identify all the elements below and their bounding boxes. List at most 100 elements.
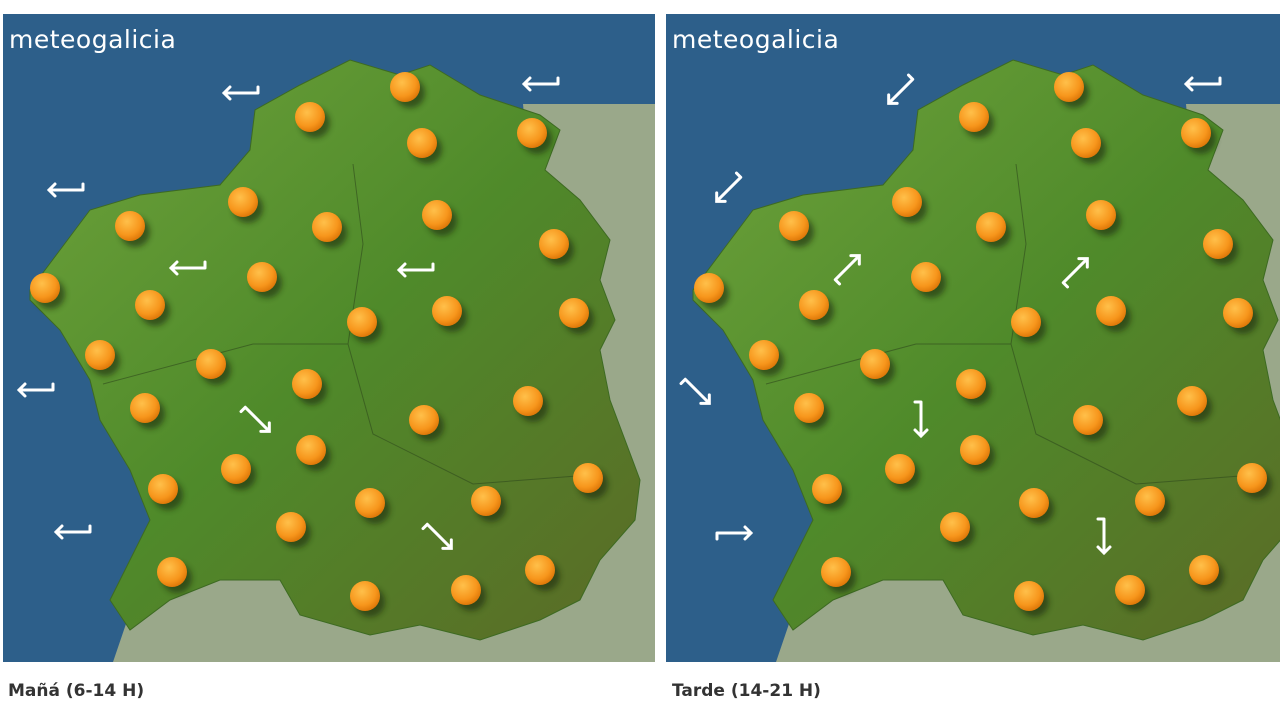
- wind-arrow-shape: [715, 525, 754, 541]
- sun-icon: [221, 454, 251, 484]
- sun-icon: [976, 212, 1006, 242]
- sun-icon: [148, 474, 178, 504]
- sun-icon: [956, 369, 986, 399]
- sun-icon: [539, 229, 569, 259]
- sun-icon: [30, 273, 60, 303]
- wind-arrow-shape: [16, 382, 55, 398]
- sun-icon: [1115, 575, 1145, 605]
- sun-icon: [821, 557, 851, 587]
- wind-arrow-shape: [679, 377, 711, 405]
- sun-icon: [1135, 486, 1165, 516]
- sun-icon: [247, 262, 277, 292]
- sun-icon: [1181, 118, 1211, 148]
- sun-icon: [1237, 463, 1267, 493]
- sun-icon: [85, 340, 115, 370]
- map-panel: meteogalicia: [666, 14, 1280, 662]
- sun-icon: [312, 212, 342, 242]
- sun-icon: [1014, 581, 1044, 611]
- sun-icon: [1223, 298, 1253, 328]
- neighbour-land: [113, 104, 655, 662]
- wind-arrow-shape: [1096, 517, 1112, 556]
- sun-icon: [860, 349, 890, 379]
- sun-icon: [1073, 405, 1103, 435]
- sun-icon: [350, 581, 380, 611]
- sun-icon: [115, 211, 145, 241]
- wind-arrow: [913, 400, 929, 439]
- panel-caption: Mañá (6-14 H): [8, 681, 144, 701]
- sun-icon: [1019, 488, 1049, 518]
- wind-arrow: [715, 171, 743, 203]
- logo: meteogalicia: [672, 25, 839, 54]
- wind-arrow: [887, 73, 915, 105]
- sun-icon: [228, 187, 258, 217]
- sun-icon: [292, 369, 322, 399]
- wind-arrow: [1096, 517, 1112, 556]
- wind-arrow-shape: [913, 400, 929, 439]
- wind-arrow: [833, 254, 861, 286]
- wind-arrow-shape: [887, 73, 915, 105]
- sun-icon: [1203, 229, 1233, 259]
- sun-icon: [517, 118, 547, 148]
- wind-arrow: [221, 85, 260, 101]
- province-border: [102, 163, 604, 485]
- wind-arrow-shape: [715, 171, 743, 203]
- sun-icon: [1086, 200, 1116, 230]
- province-border: [765, 163, 1267, 485]
- wind-arrow: [16, 382, 55, 398]
- sun-icon: [471, 486, 501, 516]
- sun-icon: [296, 435, 326, 465]
- sun-icon: [799, 290, 829, 320]
- sun-icon: [513, 386, 543, 416]
- wind-arrow-shape: [168, 260, 207, 276]
- panel-caption: Tarde (14-21 H): [672, 681, 821, 701]
- sun-icon: [196, 349, 226, 379]
- sun-icon: [779, 211, 809, 241]
- sun-icon: [559, 298, 589, 328]
- wind-arrow-shape: [221, 85, 260, 101]
- sun-icon: [295, 102, 325, 132]
- wind-arrow-shape: [53, 524, 92, 540]
- sun-icon: [276, 512, 306, 542]
- sun-icon: [451, 575, 481, 605]
- sun-icon: [1096, 296, 1126, 326]
- wind-arrow: [53, 524, 92, 540]
- sun-icon: [959, 102, 989, 132]
- sun-icon: [1011, 307, 1041, 337]
- wind-arrow: [521, 76, 560, 92]
- sun-icon: [794, 393, 824, 423]
- wind-arrow-shape: [1061, 257, 1089, 289]
- sun-icon: [157, 557, 187, 587]
- sun-icon: [409, 405, 439, 435]
- wind-arrow: [168, 260, 207, 276]
- wind-arrow: [396, 262, 435, 278]
- wind-arrow: [715, 525, 754, 541]
- wind-arrow-shape: [396, 262, 435, 278]
- wind-arrow-shape: [1183, 76, 1222, 92]
- sun-icon: [885, 454, 915, 484]
- sun-icon: [130, 393, 160, 423]
- logo: meteogalicia: [9, 25, 176, 54]
- sun-icon: [749, 340, 779, 370]
- sun-icon: [1054, 72, 1084, 102]
- sun-icon: [911, 262, 941, 292]
- sun-icon: [892, 187, 922, 217]
- wind-arrow: [46, 182, 85, 198]
- sun-icon: [407, 128, 437, 158]
- sun-icon: [355, 488, 385, 518]
- sun-icon: [960, 435, 990, 465]
- sun-icon: [347, 307, 377, 337]
- wind-arrow-shape: [833, 254, 861, 286]
- wind-arrow-shape: [521, 76, 560, 92]
- map-panel: meteogalicia: [3, 14, 655, 662]
- wind-arrow: [1183, 76, 1222, 92]
- sun-icon: [812, 474, 842, 504]
- sun-icon: [694, 273, 724, 303]
- wind-arrow-shape: [421, 522, 453, 550]
- wind-arrow: [679, 377, 711, 405]
- sun-icon: [1177, 386, 1207, 416]
- wind-arrow: [239, 405, 271, 433]
- wind-arrow: [1061, 257, 1089, 289]
- sun-icon: [422, 200, 452, 230]
- sun-icon: [135, 290, 165, 320]
